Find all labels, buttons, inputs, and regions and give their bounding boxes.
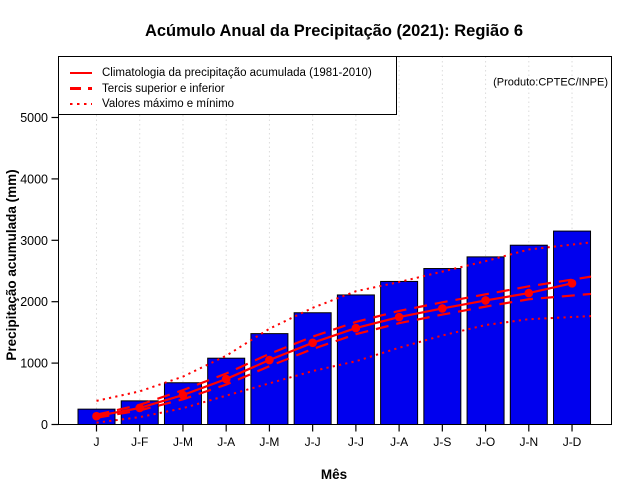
y-tick-label: 5000: [20, 111, 48, 125]
marker-climatologia: [135, 403, 145, 413]
marker-climatologia: [351, 323, 361, 333]
y-tick-label: 3000: [20, 234, 48, 248]
bar-10: [466, 256, 505, 425]
legend-item-tercis: Tercis superior e inferior: [70, 81, 396, 97]
marker-climatologia: [524, 288, 534, 298]
x-tick-label: J-A: [390, 435, 408, 449]
bars: [77, 230, 592, 426]
x-tick-label: J-J: [348, 435, 364, 449]
chart-title: Acúmulo Anual da Precipitação (2021): Re…: [145, 22, 523, 40]
dashed-line-icon: [70, 87, 92, 90]
y-tick-label: 4000: [20, 172, 48, 186]
y-tick-label: 0: [41, 418, 48, 432]
marker-climatologia: [265, 355, 274, 365]
marker-climatologia: [92, 411, 101, 421]
dotted-line-icon: [70, 103, 92, 106]
bar-6: [293, 312, 332, 426]
line-tercil-superior: [96, 275, 592, 416]
bar-5: [250, 333, 289, 425]
marker-climatologia: [481, 296, 490, 305]
x-tick-label: J-D: [563, 435, 582, 449]
watermark: (Produto:CPTEC/INPE): [493, 77, 608, 89]
marker-climatologia: [178, 390, 188, 400]
bar-8: [380, 280, 419, 425]
line-climatologia: [96, 282, 573, 418]
marker-climatologia: [438, 304, 447, 313]
x-tick-label: J-J: [305, 435, 321, 449]
bar-12: [553, 230, 592, 425]
y-tick-label: 1000: [20, 357, 48, 371]
x-tick-label: J-S: [433, 435, 451, 449]
x-tick-label: J-F: [131, 435, 148, 449]
x-tick-label: J-O: [476, 435, 495, 449]
legend-item-max-min: Valores máximo e mínimo: [70, 96, 396, 112]
solid-line-icon: [70, 71, 92, 75]
x-axis: J J-F J-M J-A J-M J-J J-J J-A J-S J-O J-N J-D: [94, 424, 582, 449]
x-axis-title: Mês: [321, 467, 347, 482]
x-tick-label: J: [94, 435, 100, 449]
x-tick-label: J-A: [217, 435, 235, 449]
y-axis-title: Precipitação acumulada (mm): [4, 169, 19, 360]
legend-label: Tercis superior e inferior: [102, 82, 225, 95]
legend-item-climatologia: Climatologia da precipitação acumulada (…: [70, 65, 396, 81]
line-maximo: [96, 241, 592, 402]
x-tick-label: J-M: [173, 435, 193, 449]
legend-label: Climatologia da precipitação acumulada (…: [102, 66, 372, 79]
climatology-lines: [92, 241, 592, 424]
x-tick-label: J-M: [259, 435, 279, 449]
marker-climatologia: [221, 374, 231, 384]
marker-climatologia: [308, 338, 317, 348]
marker-climatologia: [394, 312, 404, 322]
x-tick-label: J-N: [519, 435, 538, 449]
legend-box: Climatologia da precipitação acumulada (…: [58, 56, 397, 115]
y-axis: 0 1000 2000 3000 4000 5000: [20, 111, 59, 432]
legend-label: Valores máximo e mínimo: [102, 98, 235, 111]
bar-7: [336, 294, 375, 426]
marker-climatologia: [567, 278, 577, 288]
bar-9: [423, 268, 462, 425]
bar-11: [509, 244, 548, 425]
y-tick-label: 2000: [20, 295, 48, 309]
